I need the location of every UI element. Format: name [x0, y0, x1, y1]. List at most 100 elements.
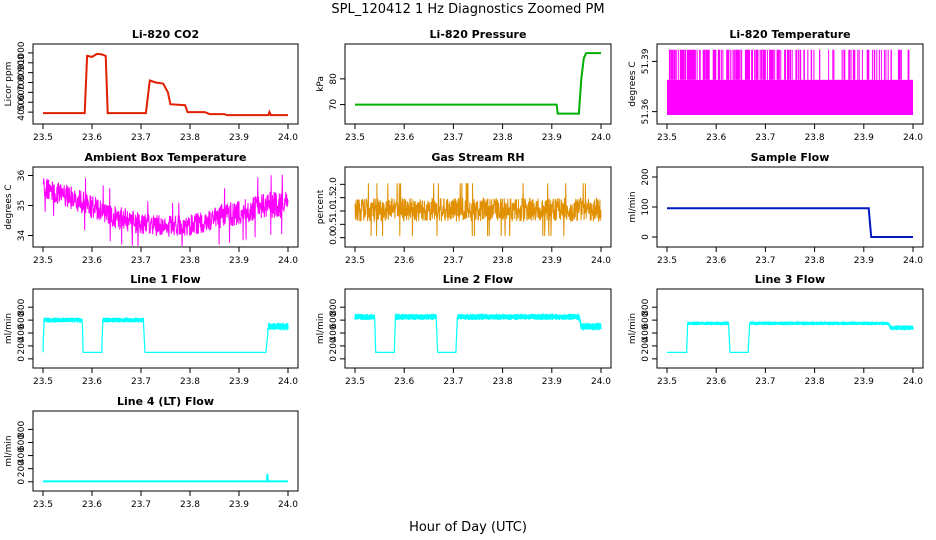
x-tick-label: 23.9 — [229, 133, 249, 143]
panel-2: Li-820 Pressure kPa 23.5 23.6 23.7 23.8 23.9 24… — [316, 28, 612, 143]
y-tick-label: 800 — [17, 298, 27, 315]
x-tick-label: 23.9 — [854, 256, 874, 266]
y-tick-label: 800 — [329, 298, 339, 315]
y-tick-label: 0 — [17, 479, 27, 485]
y-tick-label: 0.0 — [329, 230, 339, 245]
y-tick-label: 500 — [17, 93, 27, 110]
x-tick-label: 23.8 — [493, 133, 513, 143]
series-line — [354, 313, 602, 353]
x-tick-label: 23.6 — [82, 377, 102, 387]
panel-title: Li-820 CO2 — [132, 28, 199, 41]
y-tick-label: 2.0 — [329, 177, 339, 192]
y-tick-label: 600 — [329, 311, 339, 328]
panel-data — [42, 174, 289, 246]
y-tick-label: 400 — [329, 324, 339, 341]
x-tick-label: 23.6 — [394, 377, 414, 387]
panel-title: Line 1 Flow — [130, 273, 200, 286]
panel-4: Ambient Box Temperature degrees C 23.5 23.6… — [4, 151, 299, 266]
y-tick-label: 34 — [17, 230, 27, 242]
x-tick-label: 24.0 — [591, 133, 611, 143]
panel-data — [667, 207, 913, 238]
panel-frame — [656, 288, 924, 369]
x-tick-label: 23.8 — [180, 133, 200, 143]
x-tick-label: 23.5 — [345, 377, 365, 387]
x-tick-label: 23.6 — [706, 377, 726, 387]
x-tick-label: 24.0 — [278, 377, 298, 387]
y-tick-label: 600 — [17, 84, 27, 101]
series-line — [354, 183, 602, 237]
y-tick-label: 700 — [17, 74, 27, 91]
y-tick-label: 800 — [17, 421, 27, 438]
y-tick-label: 0 — [641, 234, 651, 240]
series-spikes — [668, 49, 910, 80]
panel-data — [354, 313, 602, 353]
x-tick-label: 23.5 — [657, 133, 677, 143]
x-tick-label: 23.6 — [394, 256, 414, 266]
panel-frame — [656, 43, 924, 125]
panel-ylabel: ml/min — [4, 313, 14, 344]
x-tick-label: 23.6 — [82, 133, 102, 143]
y-tick-label: 1000 — [17, 41, 27, 64]
panel-data — [43, 473, 288, 483]
panel-7: Line 1 Flow ml/min 23.5 23.6 23.7 23.8 23.9 24.… — [4, 273, 299, 387]
x-tick-label: 23.9 — [854, 377, 874, 387]
panel-6: Sample Flow ml/min 23.5 23.6 23.7 23.8 23.9 24.… — [628, 151, 924, 266]
y-tick-label: 600 — [641, 311, 651, 328]
x-tick-label: 23.7 — [755, 256, 775, 266]
x-tick-label: 23.5 — [657, 256, 677, 266]
y-tick-label: 100 — [641, 198, 651, 215]
x-tick-label: 23.5 — [345, 133, 365, 143]
y-tick-label: 0 — [329, 356, 339, 362]
panel-frame — [32, 288, 299, 369]
y-tick-label: 800 — [17, 64, 27, 81]
y-tick-label: 70 — [329, 99, 339, 111]
panel-data — [667, 321, 914, 353]
x-tick-label: 23.7 — [131, 133, 151, 143]
x-tick-label: 23.7 — [443, 133, 463, 143]
panel-data — [667, 49, 913, 115]
panel-frame — [32, 410, 299, 492]
y-tick-label: 600 — [17, 311, 27, 328]
panel-ylabel: degrees C — [4, 184, 14, 229]
x-tick-label: 24.0 — [591, 256, 611, 266]
y-tick-label: 35 — [17, 200, 27, 211]
y-tick-label: 51.39 — [641, 48, 651, 74]
panel-ylabel: percent — [316, 189, 326, 224]
panel-data — [355, 52, 601, 115]
x-tick-label: 23.8 — [493, 256, 513, 266]
x-tick-label: 23.7 — [131, 256, 151, 266]
panel-1: Li-820 CO2 Licor ppm 23.5 23.6 23.7 23.8 23.9 2… — [4, 28, 299, 143]
x-tick-label: 23.8 — [180, 377, 200, 387]
panel-frame — [32, 166, 299, 248]
y-tick-label: 200 — [17, 460, 27, 477]
x-tick-label: 24.0 — [903, 377, 923, 387]
y-tick-label: 0 — [17, 356, 27, 362]
panel-title: Line 2 Flow — [443, 273, 513, 286]
x-tick-label: 24.0 — [903, 133, 923, 143]
x-tick-label: 23.8 — [493, 377, 513, 387]
x-tick-label: 23.5 — [33, 133, 53, 143]
x-tick-label: 23.5 — [33, 377, 53, 387]
x-tick-label: 23.5 — [33, 256, 53, 266]
x-tick-label: 23.8 — [180, 500, 200, 510]
panel-data — [354, 183, 602, 237]
x-tick-label: 23.7 — [131, 500, 151, 510]
series-line — [355, 52, 601, 115]
y-tick-label: 400 — [641, 324, 651, 341]
panel-title: Line 4 (LT) Flow — [117, 395, 214, 408]
x-tick-label: 23.5 — [657, 377, 677, 387]
y-tick-label: 800 — [641, 298, 651, 315]
panel-title: Gas Stream RH — [431, 151, 524, 164]
panel-frame — [344, 166, 612, 248]
x-tick-label: 23.8 — [805, 133, 825, 143]
x-tick-label: 23.6 — [82, 500, 102, 510]
x-tick-label: 24.0 — [278, 256, 298, 266]
y-tick-label: 600 — [17, 434, 27, 451]
x-tick-label: 23.5 — [345, 256, 365, 266]
panel-ylabel: degrees C — [628, 61, 638, 106]
panel-frame — [656, 166, 924, 248]
x-tick-label: 23.8 — [805, 256, 825, 266]
y-tick-label: 900 — [17, 54, 27, 71]
y-tick-label: 400 — [17, 447, 27, 464]
